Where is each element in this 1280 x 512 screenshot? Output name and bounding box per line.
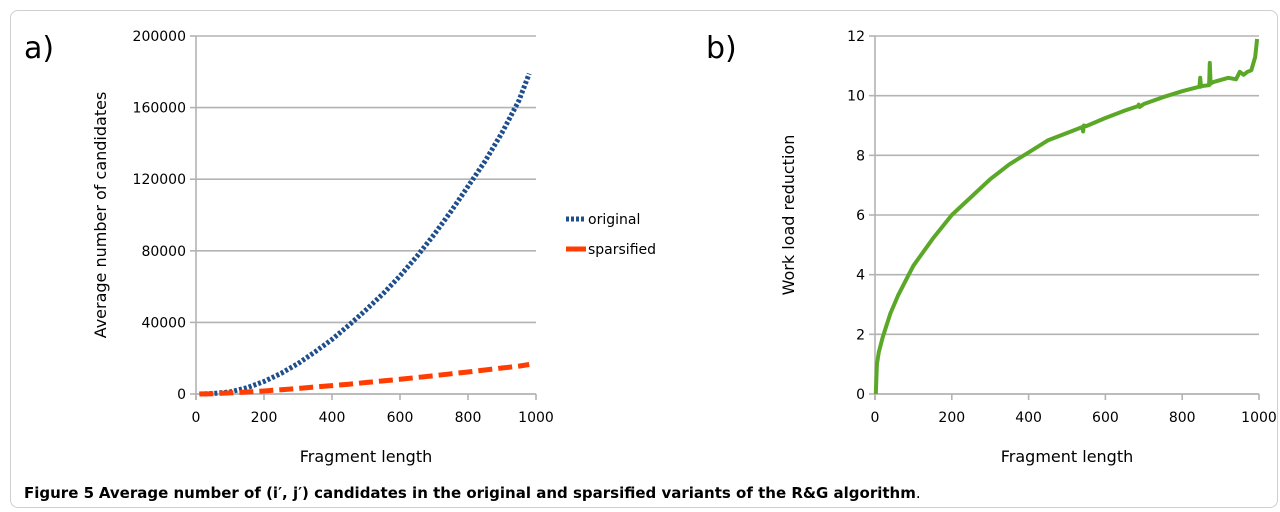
panel-a-x-tick-label: 600 <box>387 410 414 426</box>
panel-a-legend-label-sparsified: sparsified <box>588 242 656 258</box>
panel-b-y-tick-label: 8 <box>856 148 865 164</box>
panel-a-x-tick-label: 800 <box>455 410 482 426</box>
panel-b-y-tick-label: 6 <box>856 208 865 224</box>
panel-a-x-tick-label: 0 <box>192 410 201 426</box>
panel-a-y-tick-label: 40000 <box>141 315 186 331</box>
figure-frame <box>10 10 1278 508</box>
panel-b-x-axis-title: Fragment length <box>1001 447 1134 466</box>
panel-a-series-original <box>199 72 532 397</box>
panel-b-y-tick-label: 2 <box>856 327 865 343</box>
caption-text: Average number of (i′, j′) candidates in… <box>98 484 916 502</box>
panel-a-label: a) <box>24 31 54 66</box>
panel-a-y-tick-label: 120000 <box>133 172 186 188</box>
panel-b-x-tick-label: 1000 <box>1241 410 1277 426</box>
panel-a-y-tick-label: 200000 <box>133 29 186 45</box>
panel-a-y-tick-label: 80000 <box>141 244 186 260</box>
panel-b-x-tick-label: 200 <box>938 410 965 426</box>
panel-b-y-axis-title: Work load reduction <box>779 135 798 296</box>
panel-b-x-tick-label: 600 <box>1092 410 1119 426</box>
caption-label: Figure 5 <box>24 484 95 502</box>
panel-b-series-line <box>873 38 1260 395</box>
panel-a-x-axis-title: Fragment length <box>300 447 433 466</box>
panel-b-x-tick-label: 800 <box>1169 410 1196 426</box>
panel-a-series-sparsified <box>199 362 530 397</box>
panel-b-x-tick-label: 400 <box>1015 410 1042 426</box>
panel-b-y-tick-label: 4 <box>856 268 865 284</box>
panel-a-y-axis-title: Average number of candidates <box>91 92 110 339</box>
panel-b-y-tick-label: 12 <box>847 29 865 45</box>
panel-b-y-tick-label: 0 <box>856 387 865 403</box>
figure-caption: Figure 5 Average number of (i′, j′) cand… <box>24 484 921 502</box>
caption-end: . <box>915 484 921 502</box>
panel-b-y-tick-label: 10 <box>847 89 865 105</box>
panel-a-y-tick-label: 160000 <box>133 101 186 117</box>
panel-a-y-tick-label: 0 <box>177 387 186 403</box>
panel-a-legend-label-original: original <box>588 212 640 228</box>
panel-a-x-tick-label: 1000 <box>518 410 554 426</box>
panel-a-x-tick-label: 400 <box>319 410 346 426</box>
panel-b-label: b) <box>706 31 737 66</box>
panel-a-x-tick-label: 200 <box>251 410 278 426</box>
panel-b-x-tick-label: 0 <box>871 410 880 426</box>
